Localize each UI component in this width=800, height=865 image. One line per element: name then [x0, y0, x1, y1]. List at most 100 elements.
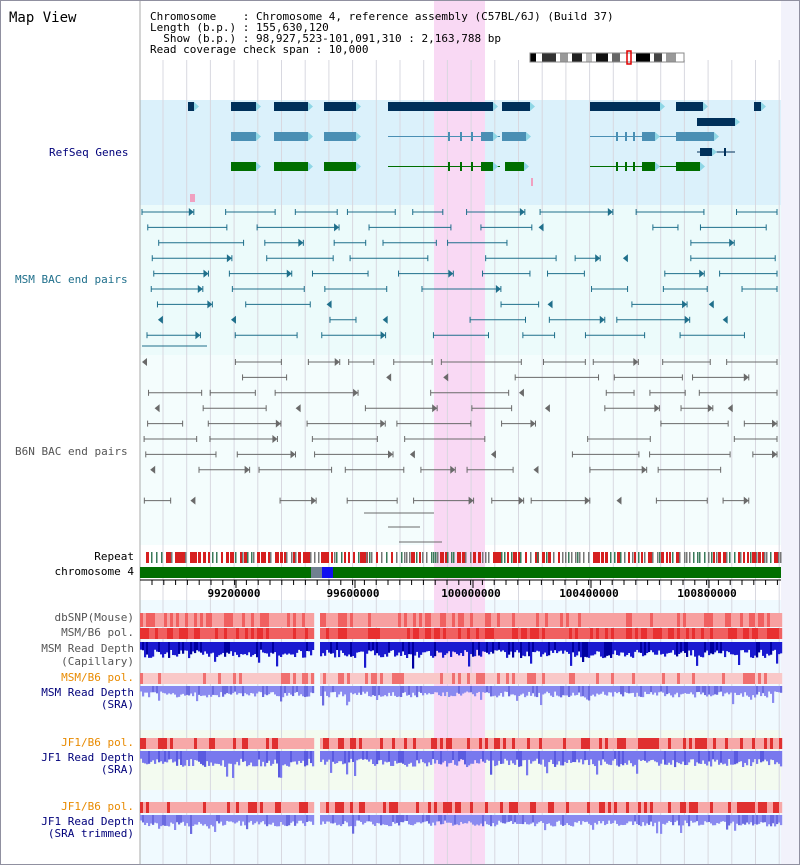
depth-bar	[272, 686, 275, 693]
heat-cell	[623, 673, 627, 684]
repeat-mark	[697, 552, 699, 563]
heat-cell	[224, 802, 228, 813]
depth-bar	[148, 751, 151, 764]
depth-bar	[398, 751, 401, 763]
heat-cell	[197, 628, 201, 639]
depth-bar	[410, 686, 413, 698]
heat-cell	[455, 738, 459, 749]
heat-cell	[707, 613, 711, 627]
depth-bar	[418, 642, 421, 658]
depth-bar	[622, 815, 625, 826]
depth-bar	[414, 751, 417, 767]
depth-bar	[250, 751, 253, 763]
depth-bar	[712, 642, 715, 655]
heat-cell	[743, 738, 747, 749]
heat-cell	[434, 673, 438, 684]
heat-cell	[230, 613, 234, 627]
heat-cell	[425, 738, 429, 749]
track-label-msm-bac: MSM BAC end pairs	[15, 273, 128, 286]
b6n-bac-arrow	[142, 358, 148, 366]
depth-bar	[618, 642, 621, 656]
heat-cell	[614, 802, 618, 813]
heat-cell	[146, 802, 150, 813]
gene-block	[642, 162, 655, 171]
b6n-bac-arrow	[380, 419, 386, 428]
heat-cell	[395, 738, 399, 749]
depth-bar	[726, 751, 729, 766]
repeat-mark	[447, 552, 449, 563]
depth-bar	[216, 642, 219, 657]
depth-bar	[518, 642, 521, 653]
heat-cell	[590, 738, 594, 749]
depth-bar	[744, 815, 747, 825]
gene-block	[481, 162, 493, 171]
heat-cell	[749, 738, 753, 749]
heat-cell	[221, 738, 225, 749]
repeat-mark	[175, 552, 179, 563]
heat-cell	[539, 802, 543, 813]
depth-bar	[270, 686, 273, 693]
heat-cell	[491, 673, 495, 684]
depth-bar	[488, 751, 491, 761]
depth-bar	[766, 815, 769, 827]
heat-cell	[467, 628, 471, 639]
heat-cell	[629, 613, 633, 627]
ideogram[interactable]	[529, 50, 685, 65]
depth-bar	[346, 751, 349, 775]
heat-cell	[485, 613, 489, 627]
depth-bar	[428, 751, 431, 763]
depth-bar	[542, 751, 545, 760]
depth-bar	[514, 751, 517, 765]
heat-cell	[545, 673, 549, 684]
b6n-bac-arrow	[743, 373, 749, 382]
heat-cell	[173, 613, 177, 627]
depth-bar	[394, 686, 397, 696]
heat-cell	[149, 738, 153, 749]
heat-cell	[167, 673, 171, 684]
depth-bar	[260, 642, 263, 650]
heat-cell	[770, 613, 774, 627]
depth-bar	[598, 642, 601, 652]
repeat-mark	[440, 552, 444, 563]
depth-bar	[148, 642, 151, 658]
depth-bar	[412, 686, 415, 693]
depth-bar	[216, 751, 219, 764]
depth-bar	[448, 686, 451, 697]
heat-cell	[683, 802, 687, 813]
msm-bac-arrow	[380, 331, 386, 340]
depth-bar	[618, 815, 621, 826]
heat-cell	[587, 738, 591, 749]
depth-bar	[214, 686, 217, 696]
heat-cell	[515, 673, 519, 684]
depth-bar	[522, 686, 525, 694]
heat-cell	[731, 628, 735, 639]
depth-bar	[250, 642, 253, 657]
depth-bar	[616, 642, 619, 655]
heat-cell	[278, 738, 282, 749]
depth-bar	[760, 686, 763, 697]
heat-cell	[164, 628, 168, 639]
heat-cell	[689, 628, 693, 639]
depth-bar	[562, 751, 565, 766]
repeat-mark	[657, 552, 659, 563]
repeat-mark	[558, 552, 560, 563]
depth-bar	[360, 815, 363, 822]
depth-bar	[334, 642, 337, 658]
heat-cell	[728, 628, 732, 639]
depth-bar	[486, 751, 489, 760]
heat-cell	[659, 628, 663, 639]
depth-bar	[502, 815, 505, 824]
depth-bar	[444, 642, 447, 655]
depth-bar	[232, 686, 235, 694]
heat-cell	[572, 673, 576, 684]
depth-bar	[560, 815, 563, 825]
depth-bar	[226, 642, 229, 653]
heat-cell	[188, 802, 192, 813]
depth-bar	[458, 642, 461, 656]
depth-bar	[382, 815, 385, 825]
heat-cell	[536, 802, 540, 813]
heat-cell	[605, 802, 609, 813]
depth-bar	[236, 642, 239, 655]
depth-bar	[250, 686, 253, 693]
